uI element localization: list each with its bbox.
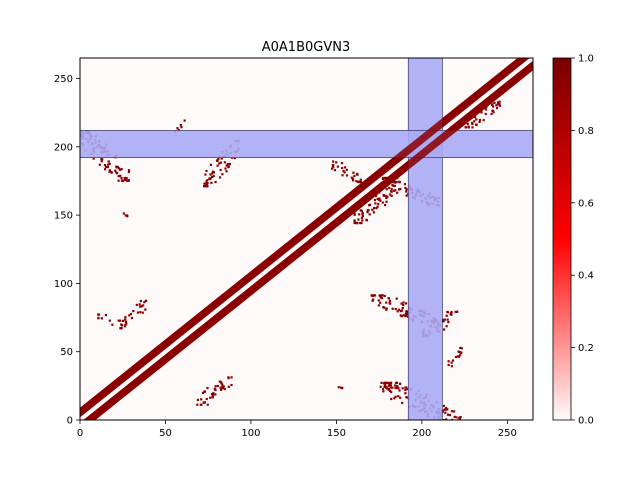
highlight-column <box>407 58 443 420</box>
contact-region <box>196 376 233 406</box>
contact-region <box>117 299 148 330</box>
contact-region <box>97 313 114 326</box>
y-tick-label: 150 <box>54 211 73 222</box>
y-axis: 0 50 100 150 200 250 <box>54 74 80 427</box>
colorbar-tick-label: 1.0 <box>578 54 594 65</box>
x-tick-label: 150 <box>327 428 346 439</box>
x-tick-label: 0 <box>77 428 83 439</box>
plot-background <box>80 58 533 420</box>
contact-region <box>337 386 344 390</box>
contact-region <box>353 180 398 225</box>
diagonal-band-lower-overlay <box>83 60 533 420</box>
x-axis: 0 50 100 150 200 250 <box>77 420 517 439</box>
x-tick-label: 100 <box>241 428 260 439</box>
y-tick-label: 200 <box>54 142 73 153</box>
plot-area <box>80 58 533 420</box>
colorbar-axis: 0.0 0.2 0.4 0.6 0.8 1.0 <box>571 54 594 427</box>
diagonal-band-upper-overlay <box>80 58 530 418</box>
contact-region <box>330 160 363 184</box>
colorbar-tick-label: 0.8 <box>578 126 594 137</box>
contact-region <box>447 346 463 368</box>
highlight-row <box>80 130 533 159</box>
y-tick-label: 50 <box>60 347 73 358</box>
contact-region <box>122 212 129 218</box>
chart-title: A0A1B0GVN3 <box>262 40 350 55</box>
plot-frame <box>79 57 534 421</box>
x-tick-label: 250 <box>498 428 517 439</box>
y-tick-label: 0 <box>67 416 73 427</box>
colorbar-tick-label: 0.2 <box>578 343 594 354</box>
x-tick-label: 50 <box>159 428 172 439</box>
x-tick-label: 200 <box>412 428 431 439</box>
colorbar-tick-label: 0.4 <box>578 271 594 282</box>
colorbar-tick-label: 0.0 <box>578 416 594 427</box>
y-tick-label: 250 <box>54 74 73 85</box>
colorbar-tick-label: 0.6 <box>578 198 594 209</box>
colorbar <box>552 57 572 421</box>
y-tick-label: 100 <box>54 279 73 290</box>
